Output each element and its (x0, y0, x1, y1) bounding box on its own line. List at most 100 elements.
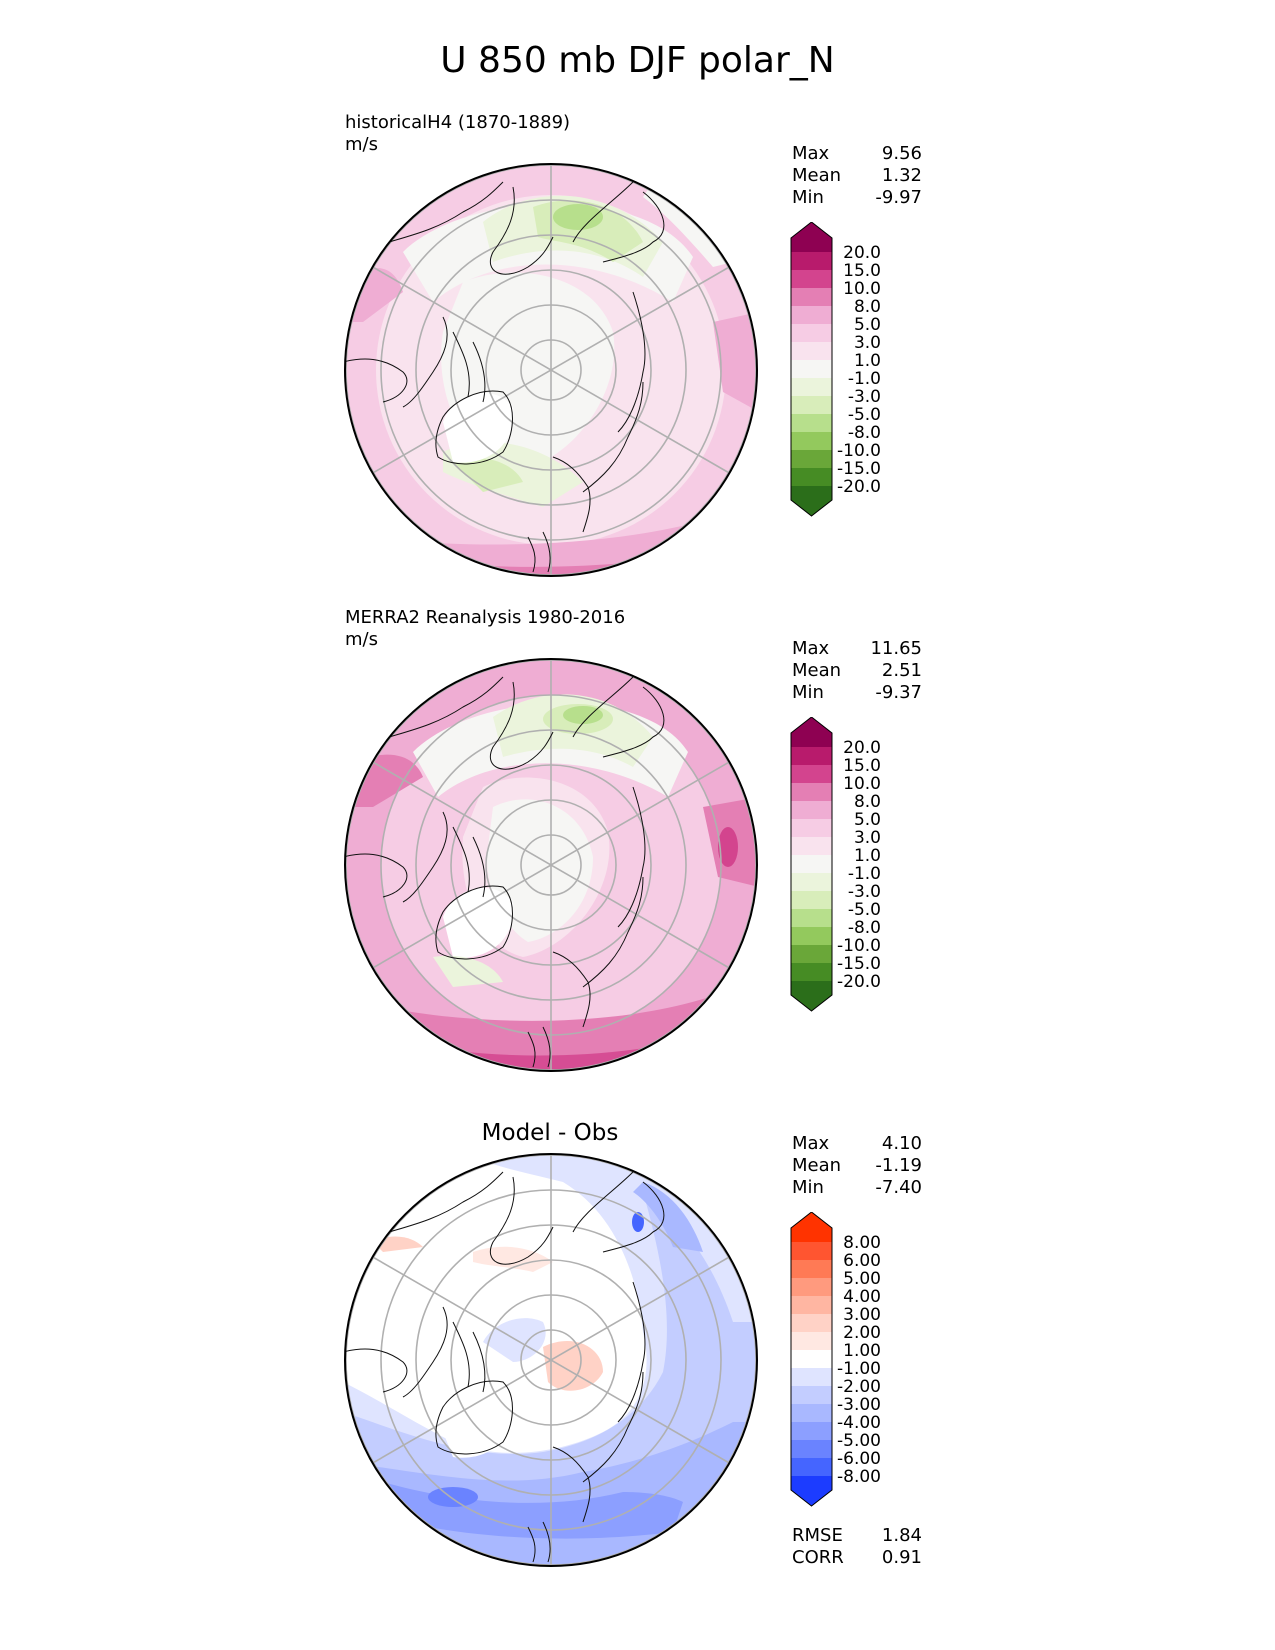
panel2-label: MERRA2 Reanalysis 1980-2016 m/s (345, 607, 625, 651)
colorbar-tick-label: -8.0 (848, 918, 881, 938)
colorbar-segment (791, 1386, 832, 1404)
colorbar-segment (791, 1242, 832, 1260)
colorbar-tick-label: -2.00 (837, 1377, 881, 1397)
colorbar-segment (791, 837, 832, 855)
mean-value: -1.19 (875, 1155, 922, 1176)
colorbar-segment (791, 873, 832, 891)
colorbar-segment (791, 927, 832, 945)
colorbar-segment (791, 486, 832, 516)
colorbar-tick-label: 5.0 (854, 810, 881, 830)
colorbar-segment (791, 1296, 832, 1314)
panel1-stats: Max 9.56 Mean 1.32 Min -9.97 (792, 143, 922, 209)
mean-label: Mean (792, 165, 842, 186)
colorbar-segment (791, 396, 832, 414)
colorbar-segment (791, 468, 832, 486)
colorbar-segment (791, 1350, 832, 1368)
colorbar-tick-label: -3.00 (837, 1395, 881, 1415)
polar-map-obs (344, 658, 758, 1072)
colorbar-segment (791, 414, 832, 432)
colorbar-model: 20.015.010.08.05.03.01.0-1.0-3.0-5.0-8.0… (790, 222, 881, 517)
colorbar-segment (791, 1260, 832, 1278)
colorbar-tick-label: -15.0 (837, 459, 881, 479)
colorbar-tick-label: 10.0 (843, 279, 881, 299)
colorbar-tick-label: -1.0 (848, 369, 881, 389)
polar-map-model (344, 163, 758, 577)
colorbar-segment (791, 1404, 832, 1422)
colorbar-segment (791, 450, 832, 468)
mean-value: 2.51 (881, 660, 922, 681)
colorbar-tick-label: 15.0 (843, 756, 881, 776)
colorbar-tick-label: -8.00 (837, 1467, 881, 1487)
rmse-value: 1.84 (881, 1525, 922, 1546)
colorbar-segment (791, 1278, 832, 1296)
colorbar-tick-label: 1.0 (854, 351, 881, 371)
colorbar-segment (791, 909, 832, 927)
colorbar-tick-label: 15.0 (843, 261, 881, 281)
colorbar-segment (791, 747, 832, 765)
colorbar-segment (791, 360, 832, 378)
corr-label: CORR (792, 1547, 844, 1568)
colorbar-tick-label: -20.0 (837, 477, 881, 497)
colorbar-tick-label: -8.0 (848, 423, 881, 443)
colorbar-segment (791, 1476, 832, 1506)
max-label: Max (792, 638, 830, 659)
colorbar-segment (791, 855, 832, 873)
mean-label: Mean (792, 660, 842, 681)
colorbar-segment (791, 324, 832, 342)
colorbar-segment (791, 891, 832, 909)
colorbar-tick-label: 1.00 (843, 1341, 881, 1361)
colorbar-tick-label: 4.00 (843, 1287, 881, 1307)
colorbar-tick-label: 3.00 (843, 1305, 881, 1325)
panel1-units: m/s (345, 134, 378, 155)
colorbar-segment (791, 819, 832, 837)
colorbar-segment (791, 1368, 832, 1386)
colorbar-segment (791, 801, 832, 819)
colorbar-outline (790, 222, 833, 517)
colorbar-tick-label: 20.0 (843, 738, 881, 758)
colorbar-segment (791, 252, 832, 270)
colorbar-tick-label: 8.0 (854, 297, 881, 317)
colorbar-segment (791, 288, 832, 306)
min-value: -9.37 (875, 682, 922, 703)
colorbar-tick-label: 3.0 (854, 828, 881, 848)
colorbar-tick-label: -5.00 (837, 1431, 881, 1451)
panel2-case-name: MERRA2 Reanalysis 1980-2016 (345, 607, 626, 628)
colorbar-tick-label: 8.0 (854, 792, 881, 812)
colorbar-segment (791, 378, 832, 396)
colorbar-tick-label: -5.0 (848, 900, 881, 920)
colorbar-segment (791, 270, 832, 288)
colorbar-segment (791, 945, 832, 963)
colorbar-segment (791, 222, 832, 252)
max-value: 9.56 (881, 143, 922, 164)
min-label: Min (792, 1177, 824, 1198)
colorbar-segment (791, 1212, 832, 1242)
min-label: Min (792, 187, 824, 208)
colorbar-segment (791, 765, 832, 783)
min-value: -9.97 (875, 187, 922, 208)
colorbar-outline (790, 1212, 833, 1507)
colorbar-tick-label: -5.0 (848, 405, 881, 425)
panel1-label: historicalH4 (1870-1889) m/s (345, 112, 570, 156)
max-label: Max (792, 143, 830, 164)
colorbar-segment (791, 342, 832, 360)
panel1-case-name: historicalH4 (1870-1889) (345, 112, 571, 133)
panel3-title: Model - Obs (481, 1120, 619, 1146)
colorbar-outline (790, 717, 833, 1012)
colorbar-segment (791, 1332, 832, 1350)
colorbar-tick-label: -15.0 (837, 954, 881, 974)
colorbar-segment (791, 306, 832, 324)
colorbar-tick-label: -3.0 (848, 387, 881, 407)
mean-label: Mean (792, 1155, 842, 1176)
colorbar-tick-label: -1.00 (837, 1359, 881, 1379)
colorbar-tick-label: 2.00 (843, 1323, 881, 1343)
max-label: Max (792, 1133, 830, 1154)
max-value: 4.10 (881, 1133, 922, 1154)
min-value: -7.40 (875, 1177, 922, 1198)
rmse-label: RMSE (792, 1525, 843, 1546)
colorbar-tick-label: 1.0 (854, 846, 881, 866)
colorbar-segment (791, 1422, 832, 1440)
panel3-stats: Max 4.10 Mean -1.19 Min -7.40 (792, 1133, 922, 1199)
panel2-units: m/s (345, 629, 378, 650)
colorbar-segment (791, 783, 832, 801)
colorbar-tick-label: -3.0 (848, 882, 881, 902)
